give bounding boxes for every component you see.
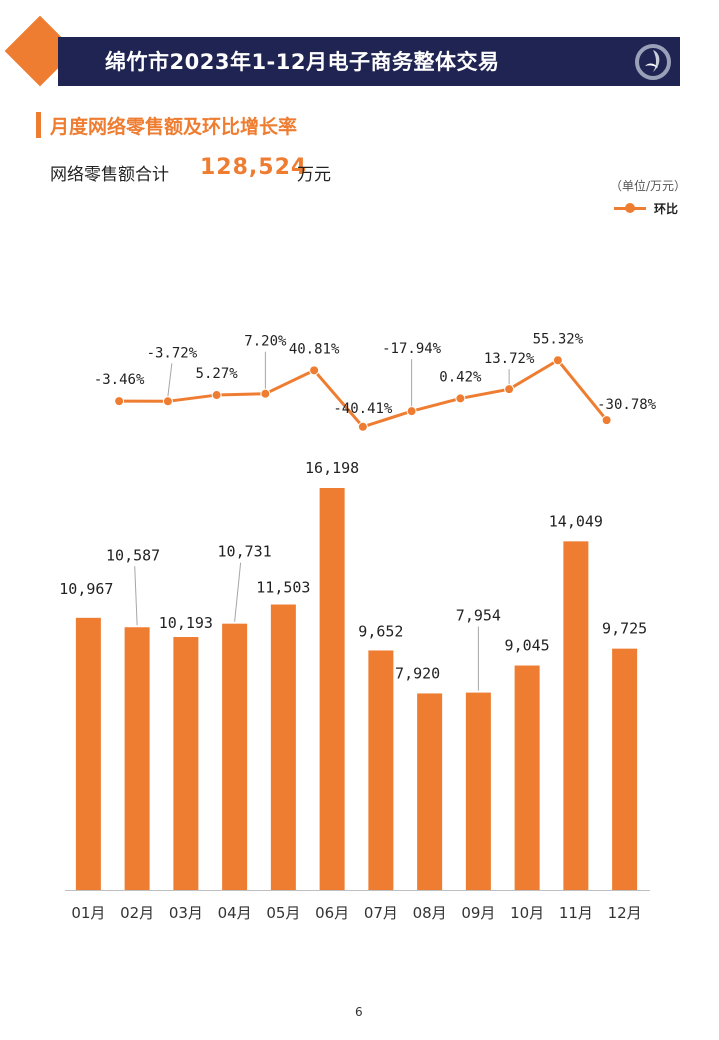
x-tick-label: 11月 (559, 904, 593, 922)
bar-08月 (417, 693, 443, 890)
x-tick-label: 10月 (510, 904, 544, 922)
bar-value-label: 14,049 (549, 512, 603, 530)
page-title: 绵竹市2023年1-12月电子商务整体交易 (105, 50, 500, 74)
growth-value-label: 13.72% (484, 351, 535, 367)
growth-point (504, 384, 515, 395)
bar-12月 (612, 648, 638, 890)
x-tick-label: 05月 (266, 904, 300, 922)
total-label: 网络零售额合计 (50, 165, 169, 185)
growth-point (552, 355, 563, 366)
growth-point (211, 390, 222, 401)
growth-value-label: -30.78% (597, 397, 657, 413)
growth-point (357, 421, 368, 432)
header-banner (58, 37, 680, 86)
total-unit: 万元 (297, 165, 331, 185)
legend-label: 环比 (654, 202, 679, 216)
growth-value-label: -3.46% (94, 372, 145, 388)
bar-value-label: 7,920 (395, 664, 440, 682)
bar-value-label: 9,725 (602, 620, 647, 638)
bar-value-label: 10,731 (218, 543, 272, 561)
growth-value-label: 40.81% (289, 341, 340, 357)
growth-value-label: 0.42% (439, 369, 482, 385)
bar-07月 (368, 650, 394, 890)
growth-point (114, 396, 125, 407)
growth-label-leader (167, 363, 173, 397)
bar-03月 (173, 637, 199, 890)
bar-05月 (270, 604, 296, 890)
total-value: 128,524 (200, 155, 308, 180)
growth-point (455, 393, 466, 404)
growth-point (260, 388, 271, 399)
bar-value-label: 16,198 (305, 459, 359, 477)
bar-06月 (319, 488, 345, 890)
growth-point (309, 365, 320, 376)
growth-value-label: -40.41% (333, 401, 393, 417)
x-tick-label: 07月 (364, 904, 398, 922)
bar-value-label: 10,193 (159, 614, 213, 632)
x-tick-label: 08月 (413, 904, 447, 922)
bar-value-label: 10,587 (106, 546, 160, 564)
x-tick-label: 06月 (315, 904, 349, 922)
growth-value-label: 5.27% (196, 366, 239, 382)
growth-value-label: -3.72% (147, 345, 198, 361)
growth-point (601, 415, 612, 426)
unit-note: （单位/万元） (610, 179, 687, 193)
x-tick-label: 03月 (169, 904, 203, 922)
company-logo-icon (635, 44, 671, 80)
growth-value-label: 7.20% (244, 334, 287, 350)
bar-11月 (563, 541, 589, 890)
page-number: 6 (355, 1005, 363, 1019)
bar-04月 (222, 623, 248, 890)
bar-value-label: 9,045 (505, 637, 550, 655)
legend-marker-icon (625, 203, 635, 213)
bar-10月 (514, 665, 540, 890)
bar-09月 (465, 692, 491, 890)
x-tick-label: 01月 (71, 904, 105, 922)
section-title: 月度网络零售额及环比增长率 (50, 116, 298, 138)
x-tick-label: 02月 (120, 904, 154, 922)
section-accent-bar (36, 112, 41, 138)
bar-label-leader (234, 562, 242, 622)
growth-value-label: -17.94% (382, 341, 442, 357)
bar-01月 (75, 617, 101, 890)
growth-point (406, 406, 417, 417)
bar-value-label: 10,967 (59, 580, 113, 598)
x-tick-label: 12月 (608, 904, 642, 922)
growth-line (119, 358, 608, 429)
growth-value-label: 55.32% (533, 331, 584, 347)
growth-point (162, 396, 173, 407)
bar-value-label: 11,503 (256, 579, 310, 597)
bar-value-label: 7,954 (456, 607, 501, 625)
x-tick-label: 09月 (461, 904, 495, 922)
bar-02月 (124, 627, 150, 890)
bar-value-label: 9,652 (358, 622, 403, 640)
x-tick-label: 04月 (218, 904, 252, 922)
bar-label-leader (134, 566, 138, 626)
